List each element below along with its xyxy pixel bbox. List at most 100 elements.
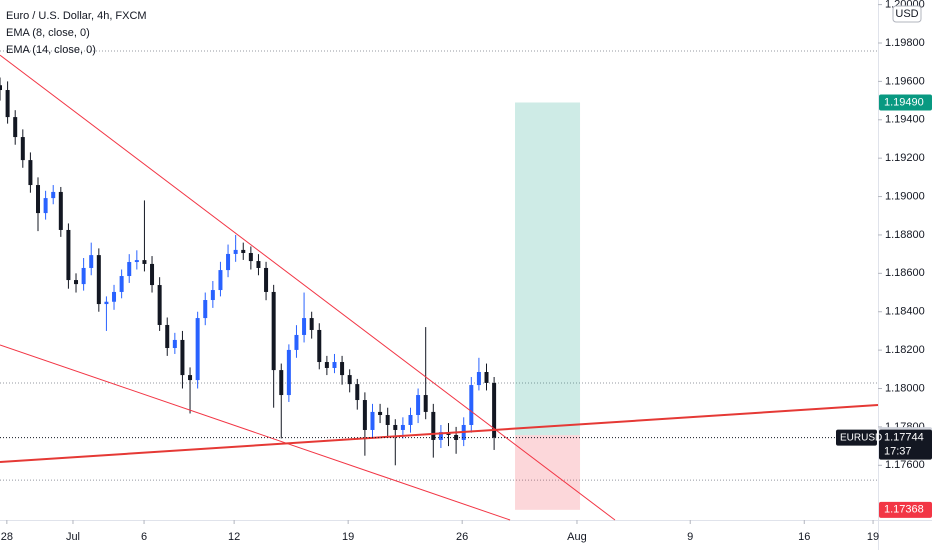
countdown-label: 17:37 <box>884 446 912 458</box>
candle-body <box>127 262 132 277</box>
currency-box <box>892 5 922 23</box>
candle-body <box>362 400 367 430</box>
x-tick-label: 19 <box>867 531 879 543</box>
trend-line <box>0 344 511 521</box>
candle-body <box>248 252 253 262</box>
stop-tag-label: 1.17368 <box>884 504 924 516</box>
trend-line <box>0 404 879 464</box>
currency-label: USD <box>895 8 918 20</box>
candle-body <box>340 362 345 376</box>
candle-body <box>96 255 101 305</box>
x-tick-label: 26 <box>456 531 468 543</box>
y-tick-label: 1.19400 <box>885 114 925 126</box>
candle-body <box>469 385 474 425</box>
candle-body <box>347 375 352 385</box>
candle-body <box>385 415 390 425</box>
target-tag <box>879 94 932 111</box>
y-tick-label: 1.18200 <box>885 344 925 356</box>
x-tick-label: 28 <box>1 531 13 543</box>
candle-body <box>89 255 94 268</box>
candle-body <box>476 372 481 386</box>
candle-body <box>302 318 307 335</box>
plot-area <box>0 50 879 521</box>
candle-body <box>210 290 215 301</box>
y-tick-label: 1.17600 <box>885 459 925 471</box>
candle-body <box>393 424 398 430</box>
candle-body <box>400 424 405 430</box>
candle-body <box>81 267 86 285</box>
candle-body <box>286 349 291 396</box>
candle-body <box>43 198 48 214</box>
candle-body <box>104 301 109 305</box>
chart-title: Euro / U.S. Dollar, 4h, FXCM <box>6 10 147 22</box>
candle-body <box>355 384 360 401</box>
symbol-label: EURUSD <box>840 432 882 443</box>
candle-body <box>51 191 56 199</box>
candle-body <box>165 324 170 349</box>
candle-body <box>317 329 322 363</box>
stop-zone <box>515 435 581 510</box>
candle-body <box>378 411 383 416</box>
candle-body <box>112 291 117 302</box>
candle-body <box>180 339 185 376</box>
candle-body <box>324 362 329 368</box>
target-zone <box>515 102 581 436</box>
candle-body <box>271 291 276 371</box>
candle-body <box>241 249 246 253</box>
current-price-tag <box>879 429 932 460</box>
candle-body <box>172 339 177 349</box>
indicator-label: EMA (14, close, 0) <box>6 44 96 56</box>
stop-tag <box>879 501 932 518</box>
candle-body <box>134 260 139 263</box>
symbol-tag <box>836 429 877 446</box>
trend-line <box>0 54 616 521</box>
candle-body <box>431 411 436 440</box>
y-tick-label: 1.18600 <box>885 267 925 279</box>
candle-body <box>5 90 10 118</box>
candle-body <box>36 185 41 214</box>
candle-body <box>150 263 155 286</box>
y-tick-label: 1.18000 <box>885 382 925 394</box>
candle-body <box>484 372 489 383</box>
y-tick-label: 1.18400 <box>885 306 925 318</box>
candle-body <box>332 362 337 368</box>
candle-body <box>66 229 71 281</box>
candle-body <box>58 191 63 230</box>
indicator-label: EMA (8, close, 0) <box>6 27 90 39</box>
x-tick-label: 6 <box>141 531 147 543</box>
y-tick-label: 1.18800 <box>885 229 925 241</box>
x-tick-label: 19 <box>342 531 354 543</box>
y-tick-label: 1.19600 <box>885 75 925 87</box>
x-tick-label: 12 <box>228 531 240 543</box>
candle-body <box>438 432 443 440</box>
x-tick-label: 16 <box>798 531 810 543</box>
candle-body <box>157 285 162 325</box>
candle-body <box>218 270 223 291</box>
candle-body <box>264 267 269 292</box>
candle-body <box>309 318 314 330</box>
candle-body <box>203 300 208 319</box>
candle-body <box>20 137 25 161</box>
y-tick-label: 1.19000 <box>885 190 925 202</box>
y-tick-label: 1.19200 <box>885 152 925 164</box>
candle-body <box>195 318 200 381</box>
x-tick-label: Aug <box>567 531 587 543</box>
candle-body <box>294 334 299 350</box>
candle-body <box>188 375 193 381</box>
x-tick-label: Jul <box>66 531 80 543</box>
candle-body <box>370 411 375 430</box>
candle-body <box>256 261 261 268</box>
candle-body <box>423 395 428 412</box>
candle-body <box>226 253 231 271</box>
candle-body <box>119 276 124 292</box>
y-tick-label: 1.20000 <box>885 0 925 11</box>
candle-body <box>13 117 18 138</box>
x-tick-label: 9 <box>687 531 693 543</box>
target-tag-label: 1.19490 <box>884 96 924 108</box>
candle-body <box>0 85 2 91</box>
current-price-label: 1.17744 <box>884 432 924 444</box>
y-tick-label: 1.19800 <box>885 37 925 49</box>
candle-body <box>74 280 79 285</box>
